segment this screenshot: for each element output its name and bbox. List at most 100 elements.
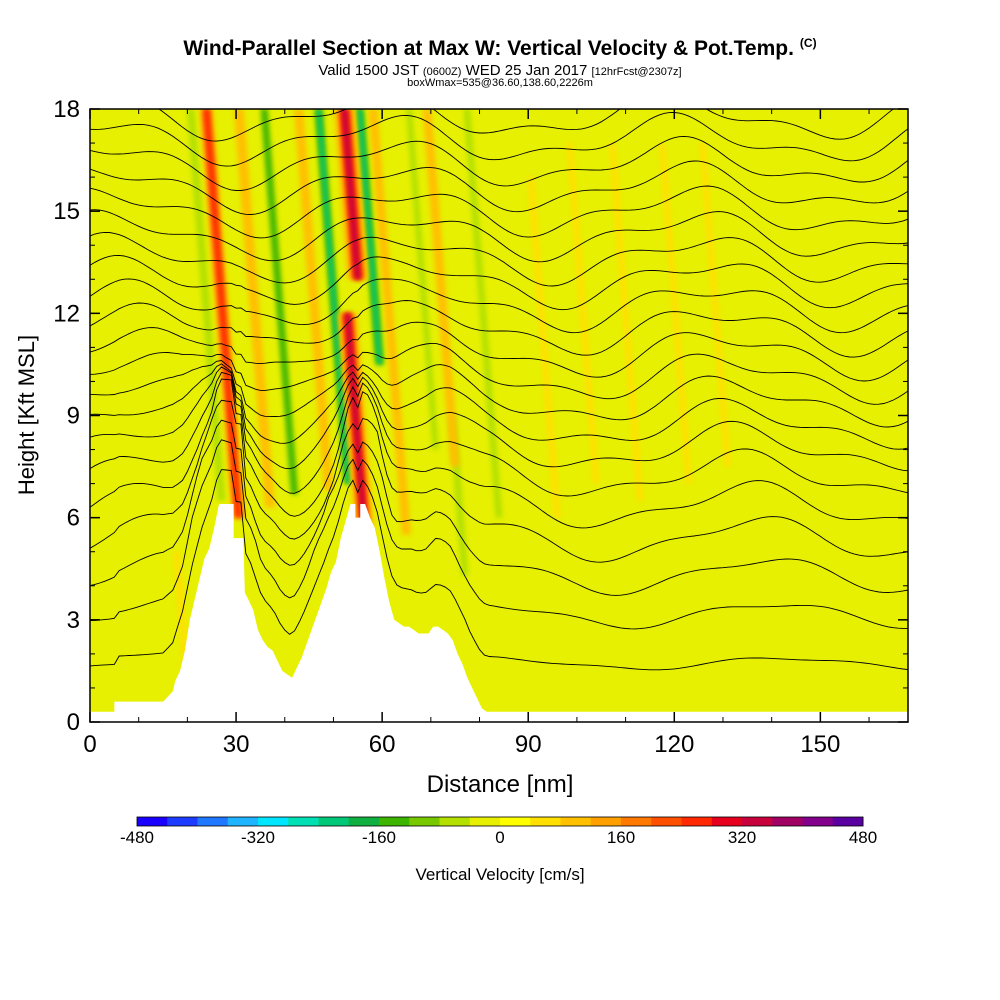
updraft-band bbox=[527, 177, 561, 518]
colorbar-tick-label: 480 bbox=[849, 828, 877, 847]
colorbar-swatch bbox=[590, 817, 622, 826]
downdraft-band bbox=[463, 109, 503, 518]
updraft-band bbox=[608, 143, 644, 501]
colorbar-swatch bbox=[318, 817, 350, 826]
downdraft-band bbox=[93, 381, 114, 535]
updraft-band bbox=[368, 109, 411, 535]
isentrope-line bbox=[90, 419, 908, 596]
colorbar-swatch bbox=[288, 817, 319, 826]
colorbar-swatch bbox=[137, 817, 168, 826]
isentrope-line bbox=[90, 278, 908, 334]
downdraft-8 bbox=[543, 177, 582, 552]
colorbar-tick-label: -320 bbox=[241, 828, 275, 847]
downdraft-band bbox=[578, 143, 621, 569]
colorbar-swatch bbox=[439, 817, 471, 826]
colorbar-swatch bbox=[621, 817, 652, 826]
colorbar-swatch bbox=[258, 817, 289, 826]
axes: 0 30 60 90 120 150 0 3 6 9 12 15 18 bbox=[53, 96, 908, 758]
plot-area bbox=[90, 109, 908, 722]
isentrope-line bbox=[90, 469, 908, 671]
isentrope-line bbox=[90, 135, 908, 191]
downdraft-band bbox=[543, 177, 582, 552]
y-axis-label: Height [Kft MSL] bbox=[14, 335, 39, 495]
updraft-band bbox=[699, 143, 731, 467]
downdraft-10 bbox=[623, 143, 665, 552]
updraft-band bbox=[341, 109, 361, 280]
updraft-6 bbox=[527, 177, 561, 518]
y-tick-label: 0 bbox=[67, 709, 80, 736]
colorbar-swatch bbox=[711, 817, 743, 826]
colorbar-swatch bbox=[379, 817, 410, 826]
isentrope-line bbox=[90, 300, 908, 358]
copyright-mark: (C) bbox=[799, 36, 817, 50]
colorbar-swatch bbox=[197, 817, 229, 826]
colorbar-swatch bbox=[681, 817, 713, 826]
downdraft-12 bbox=[716, 143, 757, 552]
updraft-5 bbox=[422, 109, 460, 467]
updraft-1 bbox=[233, 109, 276, 508]
colorbar-swatch bbox=[348, 817, 380, 826]
colorbar-swatch bbox=[530, 817, 561, 826]
colorbar-swatch bbox=[227, 817, 259, 826]
updraft-band bbox=[659, 143, 692, 484]
isentrope-line bbox=[90, 399, 908, 563]
isentrope-line bbox=[90, 366, 908, 472]
downdraft-band bbox=[186, 109, 226, 501]
isentrope-line bbox=[90, 360, 908, 428]
isentrope-line bbox=[90, 231, 908, 287]
updraft-band bbox=[203, 109, 242, 518]
updraft-8 bbox=[608, 143, 644, 501]
updraft-9 bbox=[659, 143, 692, 484]
colorbar-tick-label: -480 bbox=[120, 828, 154, 847]
isentrope-line bbox=[90, 254, 908, 311]
downdraft-band bbox=[669, 143, 708, 518]
updraft-band bbox=[566, 143, 600, 484]
colorbar-tick-label: 160 bbox=[607, 828, 635, 847]
isentrope-line bbox=[90, 378, 908, 529]
y-tick-label: 6 bbox=[67, 505, 80, 532]
colorbar-swatch bbox=[651, 817, 682, 826]
x-tick-label: 0 bbox=[83, 731, 96, 758]
isentrope-line bbox=[90, 321, 908, 382]
chart-title-text: Wind-Parallel Section at Max W: Vertical… bbox=[183, 37, 794, 60]
x-axis-label: Distance [nm] bbox=[427, 771, 574, 798]
updraft-10 bbox=[699, 143, 731, 467]
colorbar-swatch bbox=[742, 817, 773, 826]
x-tick-label: 30 bbox=[223, 731, 250, 758]
colorbar-tick-label: 0 bbox=[495, 828, 504, 847]
colorbar-swatch bbox=[167, 817, 198, 826]
valid-time-utc: (0600Z) bbox=[422, 66, 462, 78]
y-tick-label: 3 bbox=[67, 607, 80, 634]
colorbar-swatch bbox=[500, 817, 531, 826]
isentrope-line bbox=[90, 342, 908, 405]
updraft-7 bbox=[566, 143, 600, 484]
valid-date: WED 25 Jan 2017 bbox=[465, 62, 588, 79]
colorbar-swatch bbox=[772, 817, 803, 826]
colorbar-swatch bbox=[469, 817, 501, 826]
colorbar-swatch bbox=[409, 817, 440, 826]
downdraft-0 bbox=[184, 109, 228, 501]
updraft-band bbox=[233, 109, 276, 508]
downdraft-7 bbox=[515, 551, 533, 654]
downdraft-13 bbox=[93, 381, 114, 535]
isentrope-line bbox=[90, 363, 908, 450]
valid-time-local: Valid 1500 JST bbox=[318, 62, 419, 79]
chart-title: Wind-Parallel Section at Max W: Vertical… bbox=[0, 36, 1000, 61]
isentrope-line bbox=[90, 439, 908, 630]
downdraft-6 bbox=[461, 109, 505, 518]
updraft-12 bbox=[333, 109, 369, 280]
y-tick-label: 12 bbox=[53, 300, 80, 327]
colorbar-label: Vertical Velocity [cm/s] bbox=[415, 865, 584, 884]
colorbar-swatch bbox=[560, 817, 592, 826]
updraft-4 bbox=[368, 109, 411, 535]
isentrope-line bbox=[90, 160, 908, 215]
downdraft-band bbox=[623, 143, 665, 552]
x-tick-label: 120 bbox=[654, 731, 694, 758]
box-wmax-line: boxWmax=535@36.60,138.60,2226m bbox=[407, 77, 593, 89]
colorbar-swatch bbox=[832, 817, 864, 826]
isentrope-line bbox=[90, 209, 908, 263]
downdraft-9 bbox=[578, 143, 621, 569]
potential-temperature-contours bbox=[90, 109, 908, 671]
y-tick-label: 18 bbox=[53, 96, 80, 123]
